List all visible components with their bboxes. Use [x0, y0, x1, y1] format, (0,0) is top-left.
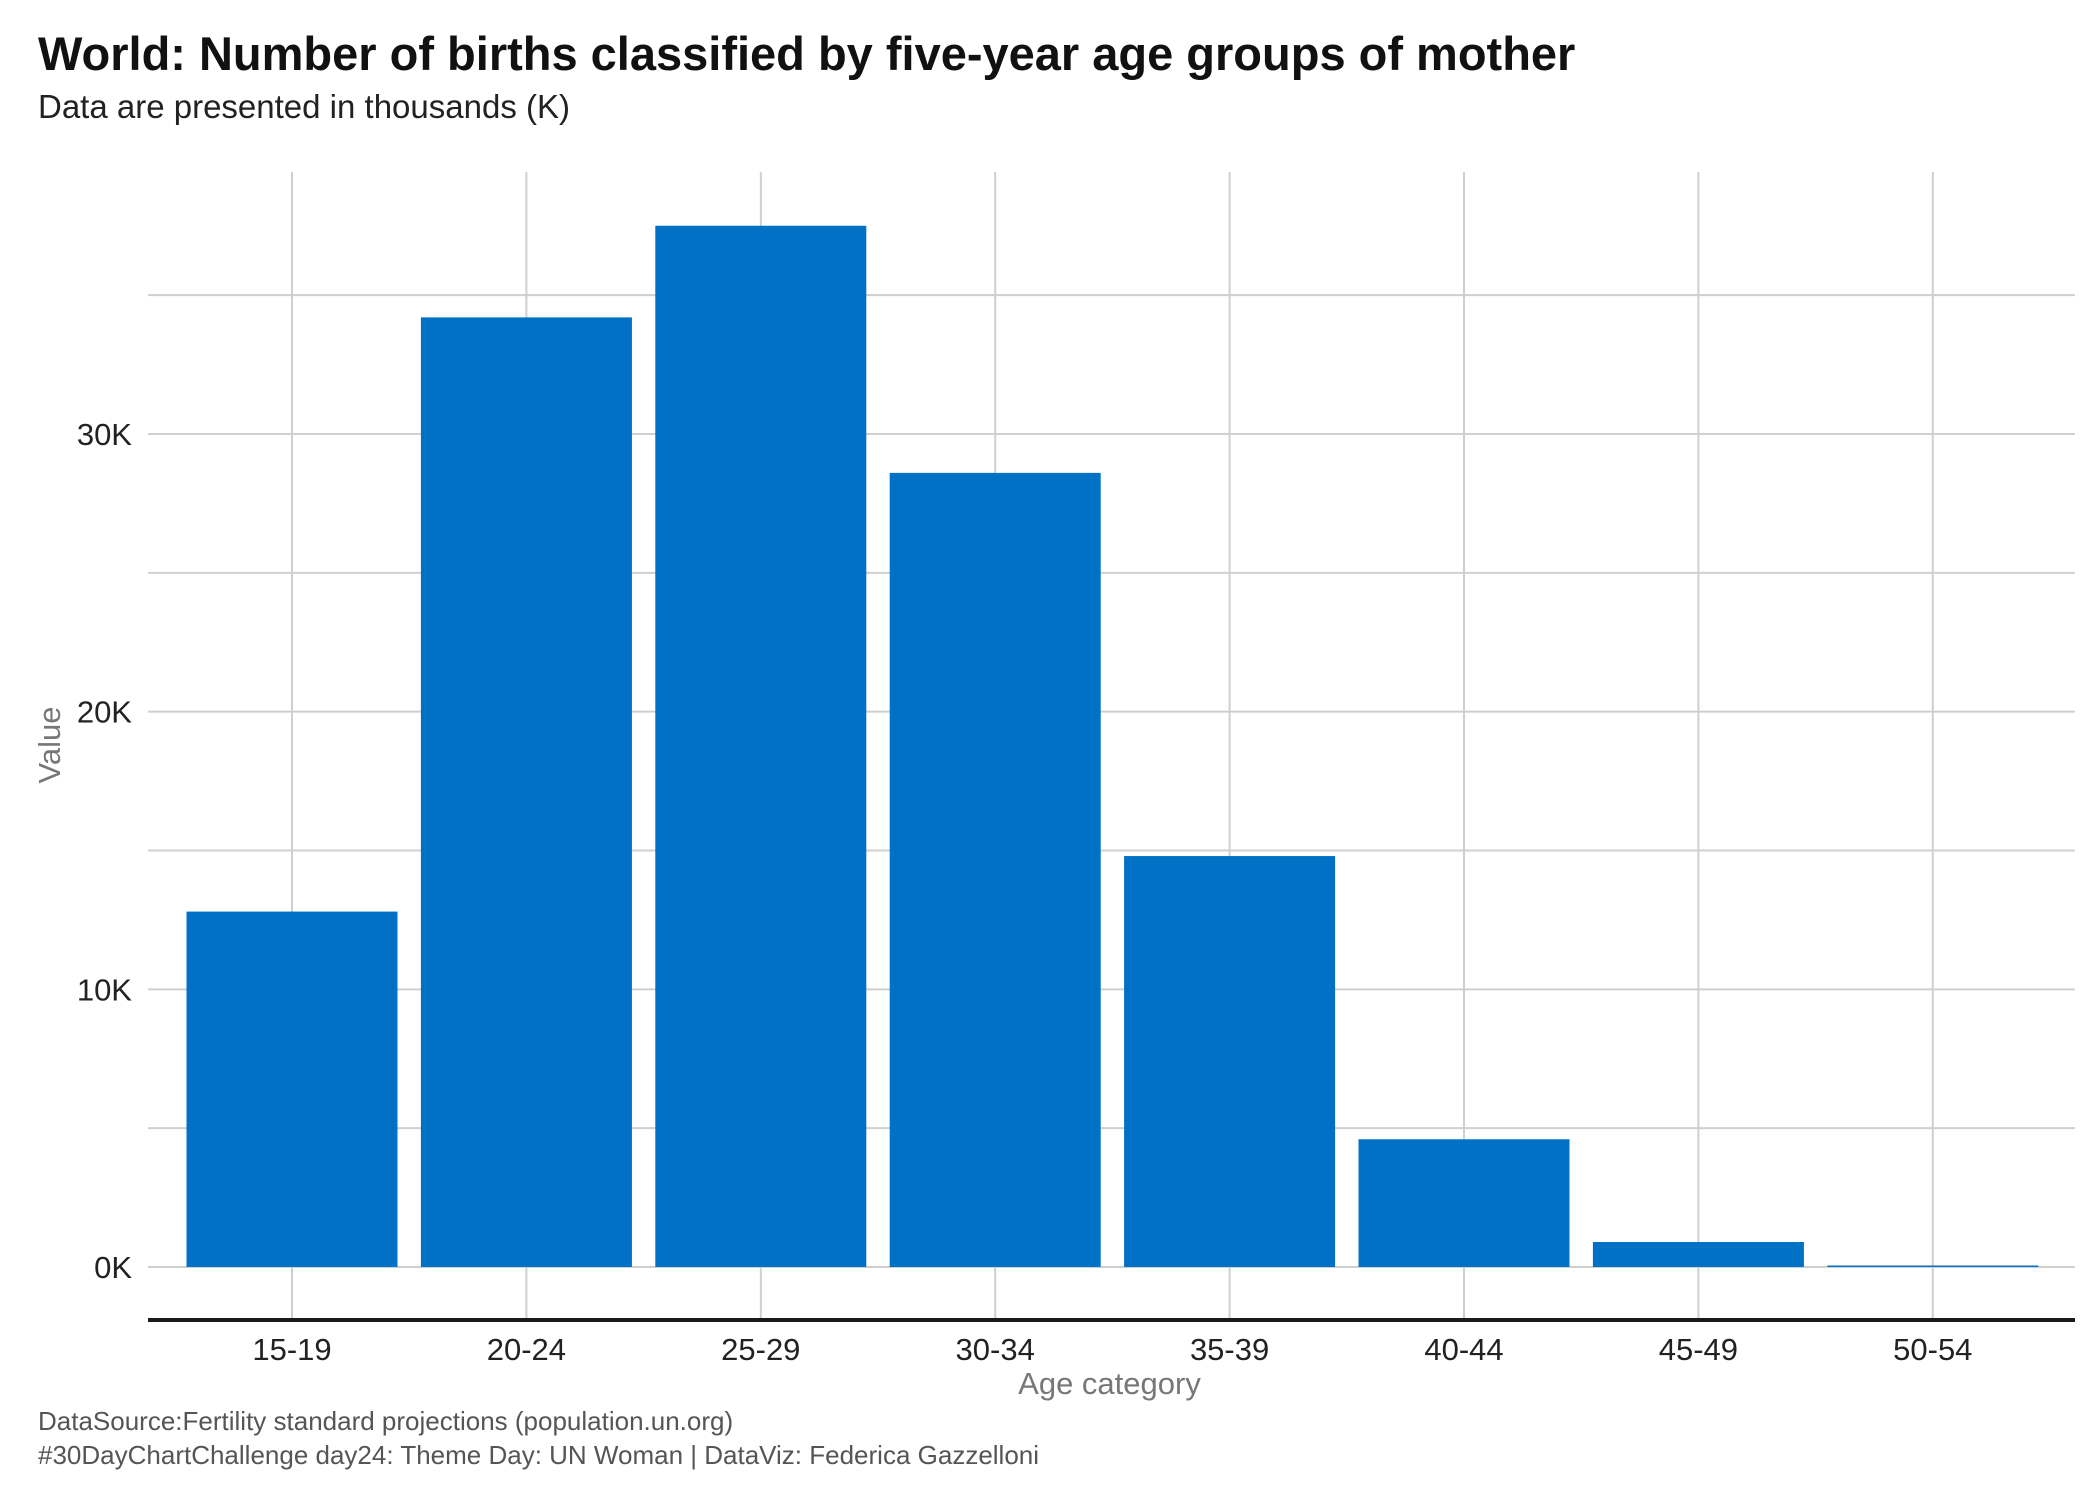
bar-layer — [186, 225, 2039, 1268]
x-tick-labels: 15-19 20-24 25-29 30-34 35-39 40-44 45-49 50-54 — [252, 1332, 1972, 1367]
bar-15-19 — [186, 911, 398, 1267]
x-tick-label: 15-19 — [252, 1332, 331, 1367]
x-tick-label: 45-49 — [1659, 1332, 1738, 1367]
bar-20-24 — [420, 317, 632, 1267]
x-axis-title: Age category — [1018, 1366, 1201, 1401]
bar-50-54 — [1827, 1265, 2039, 1267]
y-tick-label: 0K — [94, 1250, 132, 1285]
caption-credit: #30DayChartChallenge day24: Theme Day: U… — [38, 1440, 1040, 1470]
x-tick-label: 50-54 — [1893, 1332, 1972, 1367]
y-tick-label: 20K — [77, 695, 132, 730]
y-tick-label: 30K — [77, 417, 132, 452]
chart-subtitle: Data are presented in thousands (K) — [38, 88, 570, 125]
x-tick-label: 30-34 — [956, 1332, 1035, 1367]
chart-title: World: Number of births classified by fi… — [38, 27, 1576, 80]
bar-45-49 — [1592, 1242, 1804, 1267]
bar-30-34 — [889, 472, 1101, 1268]
x-tick-label: 40-44 — [1424, 1332, 1503, 1367]
y-tick-label: 10K — [77, 972, 132, 1007]
x-tick-label: 35-39 — [1190, 1332, 1269, 1367]
bar-40-44 — [1358, 1139, 1570, 1267]
y-axis-title: Value — [32, 707, 67, 784]
bar-35-39 — [1124, 856, 1336, 1267]
x-tick-label: 20-24 — [487, 1332, 566, 1367]
y-tick-labels: 0K 10K 20K 30K — [77, 417, 132, 1285]
x-tick-label: 25-29 — [721, 1332, 800, 1367]
caption-source: DataSource:Fertility standard projection… — [38, 1406, 734, 1436]
bar-25-29 — [655, 225, 867, 1267]
